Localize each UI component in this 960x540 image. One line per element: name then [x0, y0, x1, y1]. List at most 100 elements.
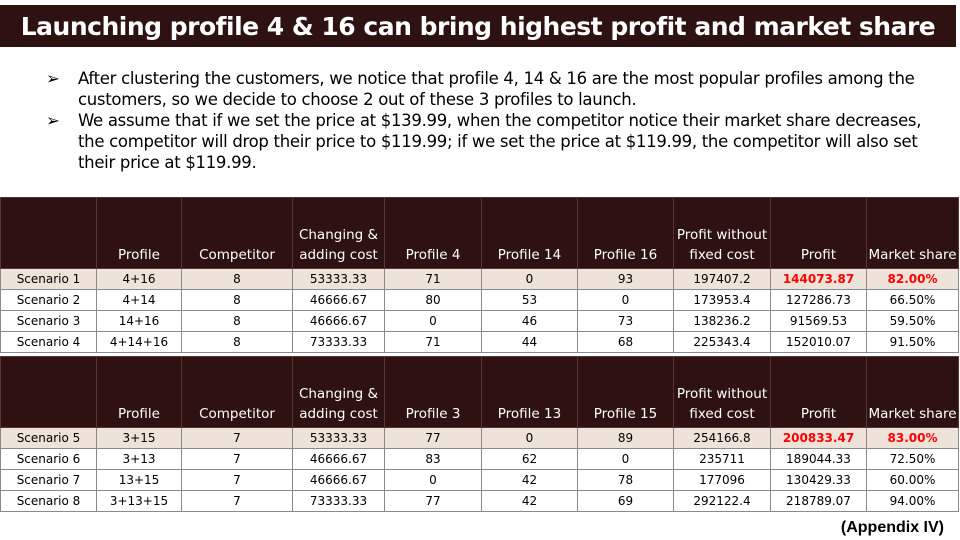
column-header: Profit — [770, 197, 867, 269]
table-cell: 127286.73 — [770, 289, 867, 311]
column-header: Profile 13 — [481, 356, 578, 428]
table-cell: 144073.87 — [770, 268, 867, 290]
table-cell: 83.00% — [866, 427, 959, 449]
table-cell: 66.50% — [866, 289, 959, 311]
table-cell: 62 — [481, 448, 578, 470]
table-cell: 254166.8 — [673, 427, 771, 449]
column-header: Changing & adding cost — [292, 197, 385, 269]
table-cell: 72.50% — [866, 448, 959, 470]
table-row: Scenario 5 3+15 7 53333.33 77 0 89 254166.8 2008… — [0, 427, 959, 449]
table-cell: Scenario 2 — [0, 289, 97, 311]
column-header: Competitor — [181, 197, 293, 269]
table-cell: Scenario 7 — [0, 469, 97, 491]
table-cell: 71 — [384, 268, 482, 290]
bullet-item: ➢ After clustering the customers, we not… — [46, 68, 926, 110]
bullet-text: We assume that if we set the price at $1… — [78, 111, 922, 172]
table-cell: 4+16 — [96, 268, 182, 290]
table-row: Scenario 3 14+16 8 46666.67 0 46 73 138236.2 915… — [0, 310, 959, 332]
table-row: Scenario 8 3+13+15 7 73333.33 77 42 69 292122.4… — [0, 490, 959, 512]
table-cell: 44 — [481, 331, 578, 353]
table-cell: 200833.47 — [770, 427, 867, 449]
table-cell: Scenario 4 — [0, 331, 97, 353]
table-cell: 152010.07 — [770, 331, 867, 353]
table-cell: 59.50% — [866, 310, 959, 332]
table-cell: 53333.33 — [292, 427, 385, 449]
table-cell: 8 — [181, 331, 293, 353]
table-cell: 82.00% — [866, 268, 959, 290]
table-row: Scenario 1 4+16 8 53333.33 71 0 93 197407.2 1440… — [0, 268, 959, 290]
table-row: Scenario 2 4+14 8 46666.67 80 53 0 173953.4 1272… — [0, 289, 959, 311]
table-cell: 94.00% — [866, 490, 959, 512]
column-header: Profit without fixed cost — [673, 197, 771, 269]
table-cell: 73333.33 — [292, 490, 385, 512]
column-header — [0, 356, 97, 428]
table-row: Scenario 4 4+14+16 8 73333.33 71 44 68 225343.4… — [0, 331, 959, 353]
column-header: Profile 3 — [384, 356, 482, 428]
table-cell: 42 — [481, 490, 578, 512]
scenario-table-1: Profile Competitor Changing & adding cost P… — [0, 197, 959, 353]
appendix-label: (Appendix IV) — [840, 519, 944, 536]
table-cell: 235711 — [673, 448, 771, 470]
table-cell: 3+13+15 — [96, 490, 182, 512]
table-header-row: Profile Competitor Changing & adding cost P… — [0, 197, 959, 269]
table-cell: 69 — [577, 490, 674, 512]
table-cell: 130429.33 — [770, 469, 867, 491]
table-cell: 42 — [481, 469, 578, 491]
table-cell: 71 — [384, 331, 482, 353]
table-cell: 53 — [481, 289, 578, 311]
table-cell: 14+16 — [96, 310, 182, 332]
table-cell: 4+14 — [96, 289, 182, 311]
column-header: Profile 15 — [577, 356, 674, 428]
column-header: Profile — [96, 197, 182, 269]
table-cell: 0 — [384, 469, 482, 491]
table-cell: 0 — [481, 268, 578, 290]
scenario-table-2: Profile Competitor Changing & adding cost P… — [0, 356, 959, 512]
table-cell: 225343.4 — [673, 331, 771, 353]
table-cell: Scenario 3 — [0, 310, 97, 332]
table-cell: 292122.4 — [673, 490, 771, 512]
table-row: Scenario 6 3+13 7 46666.67 83 62 0 235711 189044… — [0, 448, 959, 470]
table-cell: 138236.2 — [673, 310, 771, 332]
table-cell: 77 — [384, 427, 482, 449]
table-cell: 197407.2 — [673, 268, 771, 290]
bullet-item: ➢ We assume that if we set the price at … — [46, 110, 926, 173]
table-cell: 0 — [577, 289, 674, 311]
table-cell: 93 — [577, 268, 674, 290]
table-cell: 8 — [181, 310, 293, 332]
table-row: Scenario 7 13+15 7 46666.67 0 42 78 177096 13042… — [0, 469, 959, 491]
table-cell: 46666.67 — [292, 310, 385, 332]
bullet-text: After clustering the customers, we notic… — [78, 69, 915, 109]
table-cell: Scenario 5 — [0, 427, 97, 449]
table-cell: 46666.67 — [292, 469, 385, 491]
column-header: Changing & adding cost — [292, 356, 385, 428]
table-cell: Scenario 6 — [0, 448, 97, 470]
bullet-list: ➢ After clustering the customers, we not… — [46, 68, 926, 173]
table-cell: 73 — [577, 310, 674, 332]
column-header: Profile 14 — [481, 197, 578, 269]
table-cell: 0 — [481, 427, 578, 449]
table-cell: 60.00% — [866, 469, 959, 491]
table-cell: 89 — [577, 427, 674, 449]
table-cell: 80 — [384, 289, 482, 311]
table-cell: 218789.07 — [770, 490, 867, 512]
table-cell: 73333.33 — [292, 331, 385, 353]
table-cell: 0 — [577, 448, 674, 470]
slide-title: Launching profile 4 & 16 can bring highe… — [0, 5, 956, 47]
table-cell: 46 — [481, 310, 578, 332]
table-cell: 8 — [181, 268, 293, 290]
slide-title-text: Launching profile 4 & 16 can bring highe… — [20, 11, 936, 41]
column-header: Market share — [866, 197, 959, 269]
table-cell: 173953.4 — [673, 289, 771, 311]
column-header: Competitor — [181, 356, 293, 428]
table-cell: 78 — [577, 469, 674, 491]
column-header: Profile 4 — [384, 197, 482, 269]
table-cell: 91.50% — [866, 331, 959, 353]
table-cell: 7 — [181, 490, 293, 512]
table-cell: 3+15 — [96, 427, 182, 449]
table-cell: 53333.33 — [292, 268, 385, 290]
table-cell: 13+15 — [96, 469, 182, 491]
column-header — [0, 197, 97, 269]
table-header-row: Profile Competitor Changing & adding cost P… — [0, 356, 959, 428]
column-header: Profile — [96, 356, 182, 428]
table-cell: 3+13 — [96, 448, 182, 470]
